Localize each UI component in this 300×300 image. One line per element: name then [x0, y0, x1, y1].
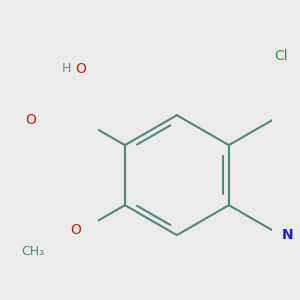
Text: O: O: [75, 62, 86, 76]
Text: CH₃: CH₃: [21, 245, 44, 258]
Text: Cl: Cl: [274, 49, 288, 63]
Text: O: O: [71, 223, 82, 237]
Text: O: O: [26, 113, 36, 127]
Text: N: N: [282, 228, 294, 242]
Text: H: H: [62, 62, 71, 75]
